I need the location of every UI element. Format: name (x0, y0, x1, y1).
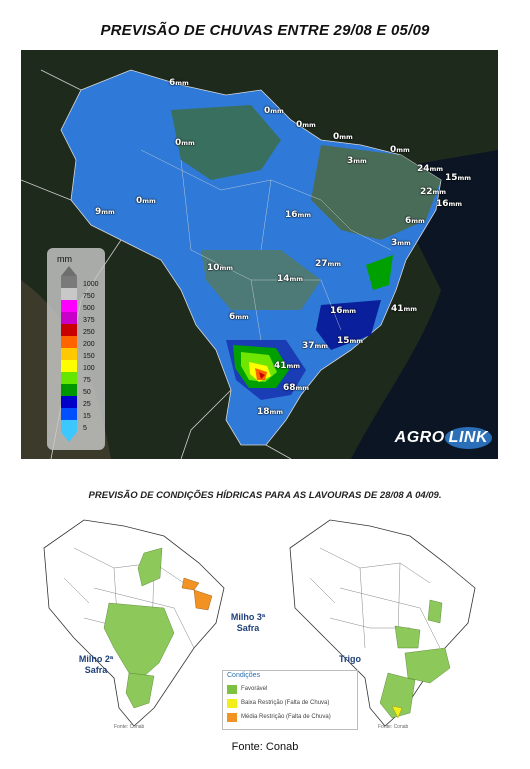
condition-baixa-restricao: Baixa Restrição (Falta de Chuva) (227, 699, 353, 709)
rain-label: 6mm (169, 78, 189, 88)
rain-label: 3mm (347, 156, 367, 166)
condition-label: Média Restrição (Falta de Chuva) (241, 714, 331, 720)
conditions-legend: Condições Favorável Baixa Restrição (Fal… (222, 670, 358, 730)
rain-label: 24mm (417, 164, 444, 174)
rain-map-graphic (21, 50, 498, 459)
rain-label: 15mm (337, 336, 364, 346)
rain-label: 16mm (436, 199, 463, 209)
rain-label: 41mm (391, 304, 418, 314)
legend-item: 75 (83, 377, 91, 384)
rain-label: 68mm (283, 383, 310, 393)
logo-part-agro: AGRO (394, 429, 445, 446)
milho-conditions-map: Milho 2ª Safra Fonte: Conab (34, 508, 234, 738)
caption-line: Milho 3ª (230, 612, 266, 622)
condition-media-restricao: Média Restrição (Falta de Chuva) (227, 713, 353, 723)
conditions-subtitle: PREVISÃO DE CONDIÇÕES HÍDRICAS PARA AS L… (88, 490, 442, 501)
caption-line: Milho 2ª (78, 654, 114, 664)
legend-item: 5 (83, 425, 87, 432)
rain-label: 41mm (274, 361, 301, 371)
legend-item: 50 (83, 389, 91, 396)
page-title: PREVISÃO DE CHUVAS ENTRE 29/08 E 05/09 (100, 22, 430, 39)
caption-line: Trigo (339, 654, 361, 664)
rain-label: 0mm (264, 106, 284, 116)
rain-label: 15mm (445, 173, 472, 183)
caption-line: Safra (236, 623, 260, 633)
legend-item: 1000 (83, 281, 99, 288)
rain-label: 6mm (405, 216, 425, 226)
rain-label: 0mm (136, 196, 156, 206)
rain-label: 22mm (420, 187, 447, 197)
rain-label: 10mm (207, 263, 234, 273)
legend-item: 150 (83, 353, 95, 360)
legend-colorbar (61, 266, 77, 442)
condition-label: Favorável (241, 686, 268, 692)
rain-label: 0mm (390, 145, 410, 155)
legend-unit: mm (57, 254, 72, 264)
rain-label: 16mm (285, 210, 312, 220)
legend-item: 25 (83, 401, 91, 408)
legend-item: 500 (83, 305, 95, 312)
milho-3-caption: Milho 3ª Safra (218, 612, 278, 634)
rain-label: 0mm (175, 138, 195, 148)
rain-label: 0mm (296, 120, 316, 130)
legend-item: 15 (83, 413, 91, 420)
rain-label: 3mm (391, 238, 411, 248)
logo-part-link: LINK (444, 427, 492, 449)
rain-label: 37mm (302, 341, 329, 351)
rain-label: 27mm (315, 259, 342, 269)
rain-label: 6mm (229, 312, 249, 322)
map-source: Fonte: Conab (114, 724, 145, 730)
rain-label: 14mm (277, 274, 304, 284)
legend-item: 250 (83, 329, 95, 336)
rain-label: 9mm (95, 207, 115, 217)
rain-forecast-map: 6mm 0mm 0mm 0mm 0mm 3mm 0mm 24mm 15mm 22… (21, 50, 498, 459)
caption-line: Safra (84, 665, 108, 675)
condition-swatch (227, 685, 237, 694)
rain-label: 0mm (333, 132, 353, 142)
rain-label: 16mm (330, 306, 357, 316)
map-source: Fonte: Conab (378, 724, 409, 730)
conditions-title: Condições (227, 672, 261, 679)
condition-swatch (227, 713, 237, 722)
agrolink-logo: AGRO LINK (395, 427, 492, 449)
milho-2-caption: Milho 2ª Safra (66, 654, 126, 676)
trigo-caption: Trigo (330, 654, 370, 665)
legend-item: 375 (83, 317, 95, 324)
rain-label: 18mm (257, 407, 284, 417)
condition-swatch (227, 699, 237, 708)
legend-item: 750 (83, 293, 95, 300)
rain-legend: mm 1000 750 500 375 250 200 150 100 75 5… (47, 248, 105, 450)
condition-favoravel: Favorável (227, 685, 353, 695)
legend-item: 200 (83, 341, 95, 348)
condition-label: Baixa Restrição (Falta de Chuva) (241, 700, 330, 706)
trigo-map-graphic (289, 519, 476, 727)
footer-source: Fonte: Conab (231, 741, 299, 753)
legend-item: 100 (83, 365, 95, 372)
milho-map-graphic (43, 519, 225, 727)
trigo-conditions-map: Trigo Fonte: Conab (280, 508, 490, 738)
